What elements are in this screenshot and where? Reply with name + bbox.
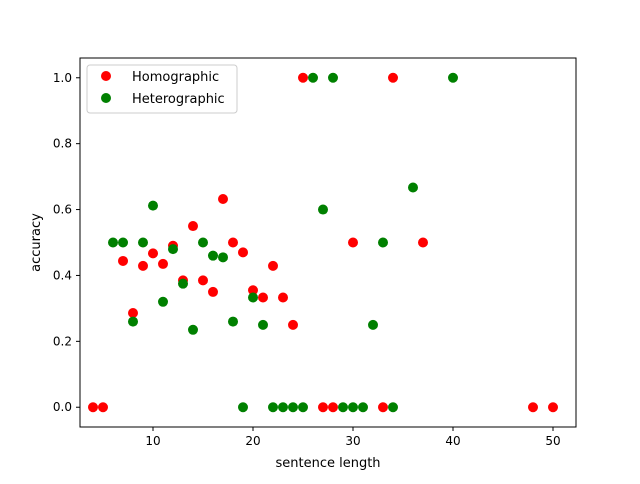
point-homographic: [148, 248, 158, 259]
point-homographic: [228, 237, 238, 248]
point-heterographic: [148, 200, 158, 211]
point-heterographic: [228, 316, 238, 327]
point-homographic: [298, 72, 308, 83]
y-tick-label: 0.2: [53, 334, 72, 348]
y-tick-label: 1.0: [53, 71, 72, 85]
x-tick-label: 10: [145, 434, 160, 448]
point-heterographic: [288, 402, 298, 413]
point-homographic: [318, 402, 328, 413]
point-homographic: [238, 247, 248, 258]
point-homographic: [188, 221, 198, 232]
point-heterographic: [128, 316, 138, 327]
point-homographic: [418, 237, 428, 248]
point-heterographic: [378, 237, 388, 248]
point-heterographic: [448, 72, 458, 83]
point-heterographic: [208, 250, 218, 261]
point-homographic: [198, 275, 208, 286]
point-homographic: [328, 402, 338, 413]
point-heterographic: [298, 402, 308, 413]
point-homographic: [348, 237, 358, 248]
point-heterographic: [178, 278, 188, 289]
point-homographic: [208, 286, 218, 297]
point-homographic: [158, 258, 168, 269]
legend-marker-heterographic: [101, 93, 111, 103]
point-homographic: [278, 292, 288, 303]
y-axis-label: accuracy: [29, 213, 44, 272]
data-points: [88, 72, 558, 413]
x-tick-label: 50: [545, 434, 560, 448]
x-tick-label: 30: [345, 434, 360, 448]
plot-frame: [79, 57, 577, 428]
point-heterographic: [358, 402, 368, 413]
point-homographic: [98, 402, 108, 413]
point-homographic: [528, 402, 538, 413]
y-tick-label: 0.6: [53, 203, 72, 217]
legend-label-homographic: Homographic: [132, 70, 219, 85]
point-heterographic: [338, 402, 348, 413]
point-heterographic: [248, 292, 258, 303]
legend-label-heterographic: Heterographic: [132, 92, 225, 107]
legend-box: [86, 64, 238, 114]
point-homographic: [248, 285, 258, 296]
point-heterographic: [138, 237, 148, 248]
point-heterographic: [328, 72, 338, 83]
legend: Homographic Heterographic: [86, 64, 238, 114]
point-heterographic: [118, 237, 128, 248]
y-tick-label: 0.4: [53, 268, 72, 282]
point-heterographic: [108, 237, 118, 248]
point-homographic: [118, 255, 128, 266]
point-homographic: [218, 194, 228, 205]
y-axis-ticks: 0.0 0.2 0.4 0.6 0.8 1.0: [53, 71, 80, 414]
point-heterographic: [258, 319, 268, 330]
point-heterographic: [308, 72, 318, 83]
x-axis-label: sentence length: [275, 456, 380, 471]
point-heterographic: [408, 182, 418, 193]
point-homographic: [288, 319, 298, 330]
point-heterographic: [188, 324, 198, 335]
point-heterographic: [278, 402, 288, 413]
y-tick-label: 0.0: [53, 400, 72, 414]
point-homographic: [548, 402, 558, 413]
point-heterographic: [198, 237, 208, 248]
point-heterographic: [388, 402, 398, 413]
point-heterographic: [348, 402, 358, 413]
point-heterographic: [268, 402, 278, 413]
point-heterographic: [318, 204, 328, 215]
x-tick-label: 40: [445, 434, 460, 448]
legend-marker-homographic: [101, 71, 111, 81]
point-homographic: [258, 292, 268, 303]
point-heterographic: [158, 296, 168, 307]
x-tick-label: 20: [245, 434, 260, 448]
point-heterographic: [238, 402, 248, 413]
point-homographic: [128, 308, 138, 319]
y-tick-label: 0.8: [53, 137, 72, 151]
point-homographic: [268, 260, 278, 271]
point-heterographic: [368, 319, 378, 330]
point-heterographic: [218, 252, 228, 263]
point-homographic: [388, 72, 398, 83]
point-heterographic: [168, 244, 178, 255]
point-homographic: [88, 402, 98, 413]
point-homographic: [378, 402, 388, 413]
point-homographic: [138, 260, 148, 271]
x-axis-ticks: 10 20 30 40 50: [145, 427, 561, 448]
